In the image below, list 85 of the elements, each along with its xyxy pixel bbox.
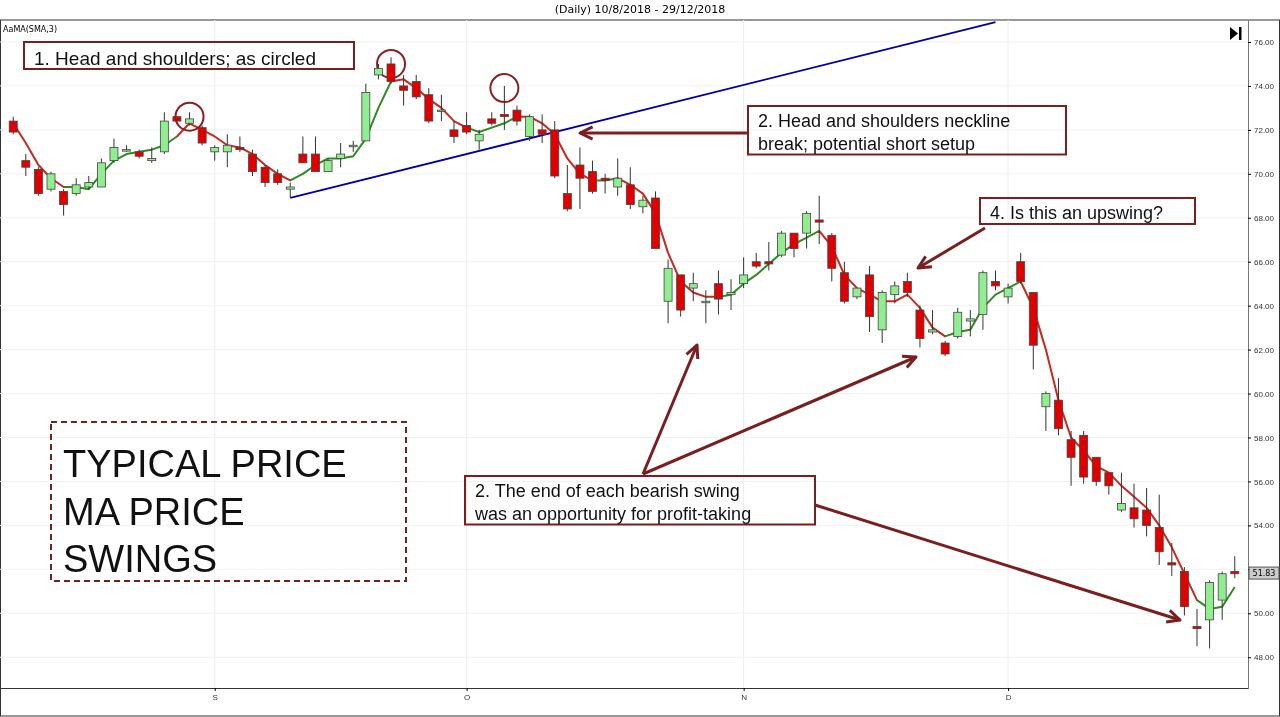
- candlestick: [462, 111, 471, 135]
- candlestick: [336, 142, 346, 168]
- candlestick: [726, 278, 736, 311]
- text: AaMA(SMA,3): [3, 25, 58, 34]
- x-tick-label: N: [741, 692, 748, 702]
- candlestick: [965, 309, 975, 337]
- point: [174, 101, 205, 132]
- annotation: 2. Head and shoulders neckline break; potential short setup: [758, 111, 1011, 154]
- candlestick: [1192, 608, 1202, 647]
- candlestick: [46, 171, 56, 192]
- candlestick: [802, 210, 811, 250]
- y-tick-label: 72.00: [1254, 125, 1275, 135]
- candlestick: [928, 309, 937, 335]
- y-tick-label: 66.00: [1254, 257, 1275, 267]
- y-tick-label: 70.00: [1254, 169, 1275, 179]
- candlestick: [1142, 487, 1152, 537]
- candlestick: [525, 113, 534, 142]
- candlestick: [1016, 252, 1026, 285]
- x-tick-label: S: [212, 692, 218, 702]
- candlestick: [688, 272, 698, 302]
- candlestick: [588, 160, 597, 195]
- candlestick: [890, 280, 900, 304]
- annotation: 1. Head and shoulders; as circled: [34, 47, 316, 69]
- y-tick-label: 74.00: [1254, 81, 1275, 91]
- candlestick: [399, 74, 409, 107]
- candlestick: [449, 120, 459, 144]
- candlestick: [248, 149, 257, 177]
- candlestick: [537, 113, 547, 144]
- candlestick: [499, 85, 509, 131]
- candlestick: [197, 124, 207, 146]
- candlestick: [235, 135, 245, 153]
- y-tick-label: 56.00: [1254, 477, 1275, 487]
- candlestick: [298, 135, 308, 164]
- y-tick-label: 54.00: [1254, 521, 1275, 531]
- candlestick: [59, 188, 68, 217]
- candlestick: [991, 270, 1000, 291]
- x-tick-label: D: [1005, 692, 1012, 702]
- candlestick: [386, 56, 396, 85]
- candlestick: [638, 195, 648, 214]
- candlestick: [701, 289, 711, 324]
- candlestick: [764, 241, 774, 271]
- annotation: 4. Is this an upswing?: [990, 203, 1164, 224]
- candlestick: [437, 94, 446, 122]
- candlestick: [789, 232, 799, 258]
- candlestick: [1230, 555, 1240, 579]
- candlestick: [474, 129, 484, 151]
- candlestick: [1104, 472, 1114, 496]
- y-tick-label: 64.00: [1254, 301, 1275, 311]
- annotation: TYPICAL PRICE MA PRICE SWINGS: [63, 443, 347, 581]
- y-tick-label: 50.00: [1254, 609, 1275, 619]
- y-tick-label: 58.00: [1254, 433, 1275, 443]
- candlestick: [777, 230, 786, 258]
- candlestick: [600, 173, 610, 195]
- candlestick: [260, 164, 270, 188]
- candlestick: [625, 166, 635, 210]
- candlestick: [222, 133, 232, 168]
- annotation: 2. The end of each bearish swing was an opportunity for profit-taking: [474, 481, 752, 524]
- candlestick: [411, 74, 421, 100]
- candlestick: [613, 157, 623, 197]
- y-tick-label: 68.00: [1254, 213, 1275, 223]
- x-tick-label: O: [463, 692, 471, 702]
- candlestick: [109, 138, 119, 164]
- candlestick: [311, 135, 320, 173]
- chart-title: (Daily) 10/8/2018 - 29/12/2018: [554, 3, 726, 16]
- candlestick: [512, 105, 522, 126]
- candlestick: [1003, 283, 1013, 304]
- candlestick: [1167, 542, 1177, 577]
- annotation: 51.83: [1252, 569, 1276, 579]
- candlestick: [902, 272, 912, 298]
- point: [489, 73, 520, 104]
- y-tick-label: 62.00: [1254, 345, 1275, 355]
- candlestick: [739, 256, 749, 289]
- candlestick: [1129, 483, 1139, 529]
- candlestick: [1066, 430, 1076, 487]
- candlestick: [714, 270, 723, 315]
- y-tick-label: 60.00: [1254, 389, 1275, 399]
- candlestick: [562, 164, 572, 212]
- candlestick: [1041, 390, 1051, 432]
- point: [376, 48, 407, 79]
- candlestick: [575, 146, 585, 210]
- candlestick: [1117, 472, 1126, 513]
- y-tick-label: 48.00: [1254, 653, 1275, 663]
- candlestick: [21, 153, 31, 177]
- y-tick-label: 76.00: [1254, 38, 1275, 48]
- candlestick: [814, 195, 824, 245]
